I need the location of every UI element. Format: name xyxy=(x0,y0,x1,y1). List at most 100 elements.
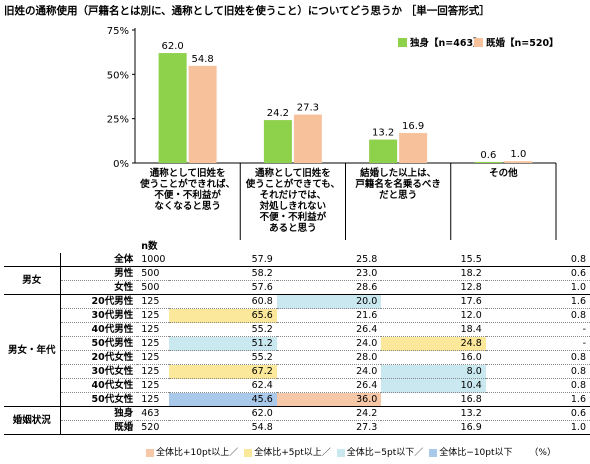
y-tick-label: 50% xyxy=(107,70,129,81)
row-n: 1000 xyxy=(137,253,170,267)
cell-value: 17.6 xyxy=(381,294,486,309)
table-row: 男女 男性 500 58.2 23.0 18.2 0.6 xyxy=(4,266,590,295)
n-header: n数 xyxy=(141,241,158,252)
y-tick-label: 0% xyxy=(113,159,129,170)
cell-value: 18.4 xyxy=(381,322,486,337)
cell-value: 65.6 xyxy=(169,308,277,323)
row-label: 40代女性 xyxy=(60,378,138,393)
cell-value: 0.6 xyxy=(485,266,590,281)
table-row: 50代女性 125 45.6 36.0 16.8 1.6 xyxy=(4,392,590,407)
table-row: 50代男性 125 51.2 24.0 24.8- xyxy=(4,336,590,351)
row-label: 男性 xyxy=(60,266,138,281)
cell-value: 24.0 xyxy=(276,364,382,379)
row-n: 520 xyxy=(137,420,170,435)
table-row: 男女・年代 20代男性 125 60.8 20.0 17.6 1.6 xyxy=(4,294,590,407)
bar-chart: 0% 25% 50% 75% 62.0 54.8 通称として旧姓を使うことができれば、不便・… xyxy=(107,26,559,240)
row-n: 125 xyxy=(137,322,170,337)
row-n: 125 xyxy=(137,392,170,407)
row-n: 125 xyxy=(137,364,170,379)
row-label: 既婚 xyxy=(60,420,138,435)
cell-value: 8.0 xyxy=(381,364,486,379)
category-label: あると思う xyxy=(269,222,317,234)
row-n: 463 xyxy=(137,406,170,421)
category-label: なくなると思う xyxy=(154,201,221,212)
category-label: 戸籍名を名乗るべき xyxy=(355,178,441,190)
table-row: 婚姻状況 独身 463 62.0 24.2 13.2 0.6 xyxy=(4,406,590,435)
cell-value: 45.6 xyxy=(169,392,277,407)
table-row: 女性 500 57.6 28.6 12.8 1.0 xyxy=(4,280,590,295)
cell-value: 16.9 xyxy=(381,420,486,435)
cell-value: 67.2 xyxy=(169,364,277,379)
cell-value: 24.0 xyxy=(276,336,382,351)
y-tick-label: 25% xyxy=(107,115,129,126)
cell-value: 26.4 xyxy=(276,322,382,337)
cell-value: 62.0 xyxy=(169,406,277,421)
cell-value: 12.0 xyxy=(381,308,486,323)
cell-value: 26.4 xyxy=(276,378,382,393)
cell-value: 60.8 xyxy=(169,294,277,309)
row-n: 500 xyxy=(137,280,170,295)
cell-value: 10.4 xyxy=(381,378,486,393)
cell-value: 62.4 xyxy=(169,378,277,393)
category-label: それだけでは、 xyxy=(260,190,327,201)
group-label: 婚姻状況 xyxy=(4,406,61,435)
category-label: その他 xyxy=(489,167,518,179)
bar-single-3 xyxy=(474,161,503,163)
cell-value: 13.2 xyxy=(381,406,486,421)
bar-married-0 xyxy=(188,65,217,163)
row-label: 30代男性 xyxy=(60,308,138,323)
row-n: 125 xyxy=(137,350,170,365)
cell-value: 57.6 xyxy=(169,280,277,295)
row-n: 125 xyxy=(137,336,170,351)
category-label: 不便・不利益が xyxy=(260,211,327,223)
row-label: 全体 xyxy=(60,253,138,267)
table-row: 全体 1000 57.9 25.8 15.5 0.8 xyxy=(4,253,590,267)
cell-value: 57.9 xyxy=(169,253,277,267)
table-row: 20代女性 125 55.2 28.0 16.0 0.8 xyxy=(4,350,590,365)
cell-value: 1.0 xyxy=(485,420,590,435)
row-label: 女性 xyxy=(60,280,138,295)
data-label: 54.8 xyxy=(191,54,213,65)
row-n: 125 xyxy=(137,308,170,323)
group-label: 男女・年代 xyxy=(4,294,61,407)
cell-value: 28.0 xyxy=(276,350,382,365)
cell-value: 16.0 xyxy=(381,350,486,365)
category-label: だと思う xyxy=(379,190,417,201)
cell-value: 0.8 xyxy=(485,350,590,365)
bar-single-2 xyxy=(369,139,398,163)
chart-title: 旧姓の通称使用（戸籍名とは別に、通称として旧姓を使うこと）についてどう思うか ［… xyxy=(4,5,490,17)
cell-value: 1.6 xyxy=(485,392,590,407)
unit-label: （%） xyxy=(526,448,556,458)
highlight-label: 全体比+5pt以上／ xyxy=(254,448,331,458)
cell-value: 15.5 xyxy=(381,253,486,267)
y-tick-label: 75% xyxy=(107,26,129,37)
table-row: 40代女性 125 62.4 26.4 10.4 0.8 xyxy=(4,378,590,393)
group-label xyxy=(4,253,61,267)
cell-value: 0.8 xyxy=(485,364,590,379)
cell-value: 0.8 xyxy=(485,253,590,267)
table-row: 30代女性 125 67.2 24.0 8.0 0.8 xyxy=(4,364,590,379)
table-row: 30代男性 125 65.6 21.6 12.0 0.8 xyxy=(4,308,590,323)
category-label: 通称として旧姓を xyxy=(150,167,226,179)
data-label: 16.9 xyxy=(402,121,424,132)
row-label: 30代女性 xyxy=(60,364,138,379)
data-label: 24.2 xyxy=(267,108,289,119)
cell-value: 0.6 xyxy=(485,406,590,421)
cell-value: - xyxy=(485,336,590,351)
cell-value: 0.8 xyxy=(485,378,590,393)
cell-value: 54.8 xyxy=(169,420,277,435)
legend-label: 独身【n=463】 xyxy=(409,37,483,49)
row-label: 20代女性 xyxy=(60,350,138,365)
cell-value: 25.8 xyxy=(276,253,382,267)
table-header: n数 xyxy=(4,240,590,253)
table-row: 40代男性 125 55.2 26.4 18.4- xyxy=(4,322,590,337)
category-label: 対処しきれない xyxy=(259,200,327,212)
cell-value: 0.8 xyxy=(485,308,590,323)
data-label: 27.3 xyxy=(297,103,319,114)
cell-value: 24.2 xyxy=(276,406,382,421)
cell-value: 28.6 xyxy=(276,280,382,295)
highlight-label: 全体比−10pt以下 xyxy=(439,448,513,458)
category-label: 通称として旧姓を xyxy=(255,167,331,179)
highlight-swatch xyxy=(336,448,345,457)
cell-value: 55.2 xyxy=(169,322,277,337)
